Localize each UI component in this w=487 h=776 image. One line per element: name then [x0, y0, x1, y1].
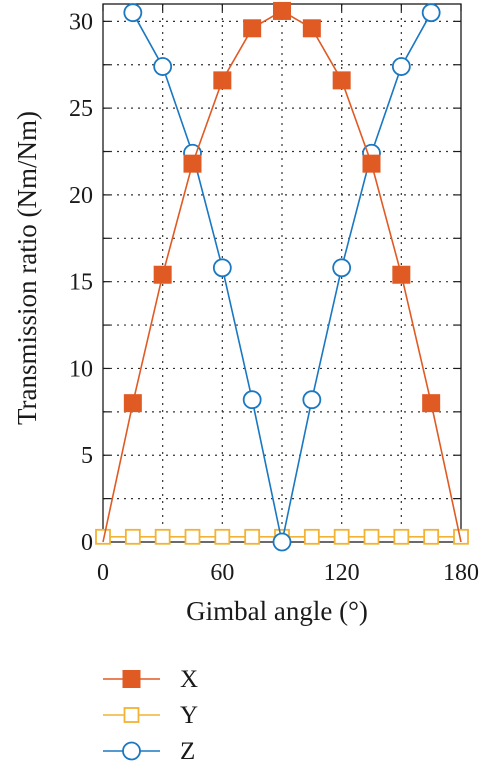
series-y-point — [95, 528, 111, 545]
series-y-point — [184, 528, 201, 545]
axis-ticks: 0 60 120 180 0 5 10 15 20 25 30 — [69, 4, 479, 586]
series-y-point — [124, 528, 141, 545]
x-tick-label: 60 — [210, 560, 234, 586]
series-x-point — [123, 394, 142, 413]
legend-item-z: Z — [103, 738, 195, 765]
series-layer — [95, 1, 469, 552]
series-z-point — [242, 390, 262, 410]
series-x — [102, 1, 462, 543]
legend: XYZ — [103, 666, 198, 765]
series-y-point — [363, 528, 380, 545]
y-tick-label: 30 — [69, 9, 93, 35]
y-tick-label: 20 — [69, 183, 93, 209]
legend-marker — [122, 670, 141, 688]
series-x-point — [392, 265, 411, 284]
series-y — [95, 528, 469, 545]
series-x-point — [153, 265, 172, 284]
x-tick-label: 120 — [324, 560, 360, 586]
series-z-point — [123, 3, 143, 23]
series-x-point — [362, 154, 381, 173]
series-x-point — [273, 1, 291, 20]
legend-label: Y — [180, 702, 198, 729]
series-x-point — [213, 71, 232, 90]
legend-marker — [122, 741, 141, 761]
series-x-point — [422, 394, 441, 413]
x-tick-label: 180 — [443, 560, 479, 586]
series-y-point — [453, 528, 469, 545]
series-z-point — [153, 57, 173, 76]
y-tick-label: 5 — [81, 443, 93, 469]
series-y-point — [154, 528, 171, 545]
legend-marker — [123, 707, 140, 723]
series-z-point — [212, 258, 232, 278]
y-tick-label: 10 — [69, 356, 93, 382]
x-tick-label: 0 — [97, 560, 109, 586]
series-z-point — [272, 532, 292, 552]
series-z-point — [332, 258, 352, 278]
legend-label: Z — [180, 738, 195, 765]
series-y-point — [393, 528, 410, 545]
series-y-point — [303, 528, 320, 545]
series-y-point — [214, 528, 231, 545]
x-axis-label: Gimbal angle (°) — [186, 596, 368, 626]
series-x-point — [302, 19, 321, 38]
series-x-point — [243, 19, 262, 38]
series-y-point — [423, 528, 440, 545]
y-tick-label: 25 — [69, 96, 93, 122]
y-axis-label: Transmission ratio (Nm/Nm) — [12, 111, 42, 425]
legend-item-y: Y — [103, 702, 198, 729]
series-y-point — [244, 528, 261, 545]
series-z-point — [302, 390, 322, 410]
series-y-point — [333, 528, 350, 545]
legend-item-x: X — [103, 666, 198, 693]
legend-label: X — [180, 666, 198, 693]
series-z-point — [421, 3, 441, 23]
series-z-point — [391, 57, 411, 76]
grid — [103, 4, 461, 542]
y-tick-label: 15 — [69, 270, 93, 296]
series-x-point — [332, 71, 351, 90]
series-x-point — [183, 154, 202, 173]
y-tick-label: 0 — [81, 530, 93, 556]
